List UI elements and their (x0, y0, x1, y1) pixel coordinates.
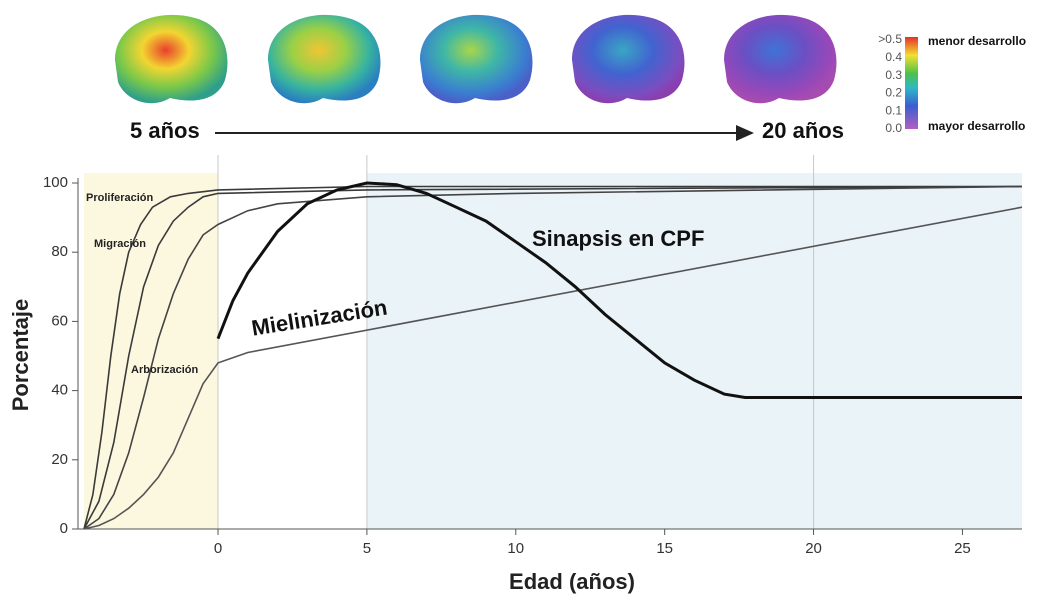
brain-image (115, 15, 227, 103)
series-label: Sinapsis en CPF (532, 226, 704, 251)
colorbar-tick-label: 0.4 (885, 50, 902, 64)
x-tick-label: 5 (363, 540, 371, 557)
y-axis-title: Porcentaje (8, 299, 33, 412)
plot-area: 0 20 40 60 80 100 0 5 10 15 20 25 Proliferación Migra… (43, 155, 1022, 557)
brain-image (572, 15, 684, 103)
y-tick-label: 0 (60, 520, 68, 537)
colorbar-tick-label: 0.3 (885, 68, 902, 82)
end-label: 20 años (762, 118, 844, 143)
chart: 5 años 20 años menor desarrollo mayor de… (0, 0, 1045, 600)
x-tick-label: 25 (954, 540, 971, 557)
brain-image (724, 15, 836, 103)
y-tick-label: 20 (51, 451, 68, 468)
brain-image (268, 15, 380, 103)
x-axis-title: Edad (años) (509, 569, 635, 594)
start-label: 5 años (130, 118, 200, 143)
colorbar (905, 37, 918, 129)
colorbar-tick-label: >0.5 (878, 32, 902, 46)
brain-image (420, 15, 532, 103)
colorbar-tick-label: 0.2 (885, 86, 902, 100)
colorbar-tick-label: 0.1 (885, 103, 902, 117)
x-tick-label: 20 (805, 540, 822, 557)
series-label: Migración (94, 238, 146, 250)
series-label: Proliferación (86, 192, 154, 204)
x-tick-label: 10 (507, 540, 524, 557)
x-tick-label: 15 (656, 540, 673, 557)
colorbar-tick-label: 0.0 (885, 121, 902, 135)
y-tick-label: 100 (43, 174, 68, 191)
x-tick-label: 0 (214, 540, 222, 557)
y-tick-label: 40 (51, 382, 68, 399)
series-label: Arborización (131, 364, 199, 376)
brain-images (115, 15, 836, 103)
shaded-region (84, 173, 218, 529)
y-tick-label: 60 (51, 312, 68, 329)
colorbar-top-label: menor desarrollo (928, 34, 1026, 48)
colorbar-bottom-label: mayor desarrollo (928, 119, 1025, 133)
y-tick-label: 80 (51, 243, 68, 260)
